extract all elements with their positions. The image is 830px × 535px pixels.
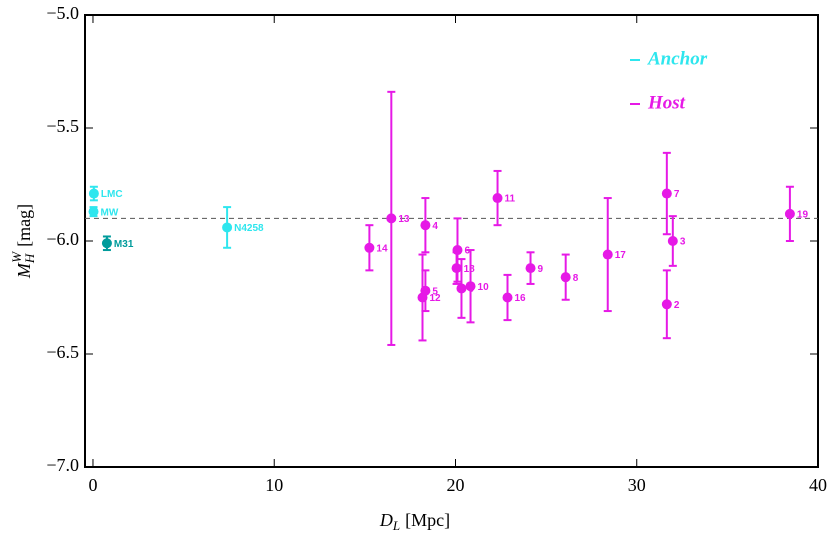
plot-frame: [84, 14, 819, 468]
point-label: 3: [680, 237, 686, 248]
point: [420, 220, 431, 231]
x-tick-label: 0: [88, 475, 97, 495]
point-label: 9: [538, 264, 544, 275]
point: [667, 236, 678, 246]
point-label: 13: [398, 214, 410, 225]
point-label: 2: [674, 300, 680, 311]
point: [386, 213, 397, 224]
point-label: 14: [376, 243, 388, 254]
point-label: 12: [429, 293, 441, 304]
point: [364, 242, 375, 253]
point-label: 16: [515, 293, 527, 304]
y-tick-label: −6.5: [46, 342, 79, 362]
point-label: 19: [797, 210, 809, 221]
y-axis-label: MHW [mag]: [9, 204, 37, 279]
x-tick-label: 40: [809, 475, 827, 495]
y-tick-label: −7.0: [46, 455, 79, 475]
point: [502, 292, 513, 303]
point-label: N4258: [234, 223, 264, 234]
point-label: 5: [432, 286, 438, 297]
point: [451, 263, 462, 274]
point: [661, 188, 672, 199]
x-label-sub: L: [392, 518, 400, 533]
point: [88, 188, 99, 199]
point: [420, 285, 431, 296]
point: [101, 238, 112, 249]
point-label: 11: [505, 194, 516, 205]
point-label: 8: [573, 273, 579, 284]
point: [661, 299, 672, 310]
y-tick-label: −5.0: [46, 3, 79, 23]
y-tick-label: −6.0: [46, 229, 79, 249]
x-tick-label: 30: [628, 475, 646, 495]
point: [88, 206, 99, 217]
point: [602, 249, 613, 260]
x-label-unit: [Mpc]: [405, 510, 450, 530]
y-tick-label: −5.5: [46, 116, 79, 136]
y-label-sup: W: [9, 251, 24, 263]
point: [784, 208, 795, 219]
point: [492, 193, 503, 204]
point: [456, 283, 467, 294]
y-label-symbol: M: [14, 262, 34, 279]
legend-label: Anchor: [647, 48, 708, 69]
point-label: 7: [674, 189, 680, 200]
point: [222, 222, 233, 233]
point-label: 4: [432, 221, 438, 232]
point-label: M31: [114, 239, 134, 250]
point-label: 17: [615, 250, 627, 261]
point: [560, 272, 571, 283]
y-label-sub: H: [22, 253, 37, 264]
x-tick-label: 10: [265, 475, 283, 495]
x-axis-label: DL [Mpc]: [379, 510, 450, 533]
point-label: 10: [478, 282, 490, 293]
point-label: 18: [464, 264, 476, 275]
legend-label: Host: [647, 92, 686, 113]
point: [525, 263, 536, 274]
point: [465, 281, 476, 292]
point-label: 6: [464, 246, 470, 257]
x-tick-label: 20: [446, 475, 464, 495]
x-label-symbol: D: [379, 510, 393, 530]
point-label: LMC: [101, 189, 123, 200]
y-label-unit: [mag]: [14, 204, 34, 247]
point-label: MW: [101, 207, 119, 218]
